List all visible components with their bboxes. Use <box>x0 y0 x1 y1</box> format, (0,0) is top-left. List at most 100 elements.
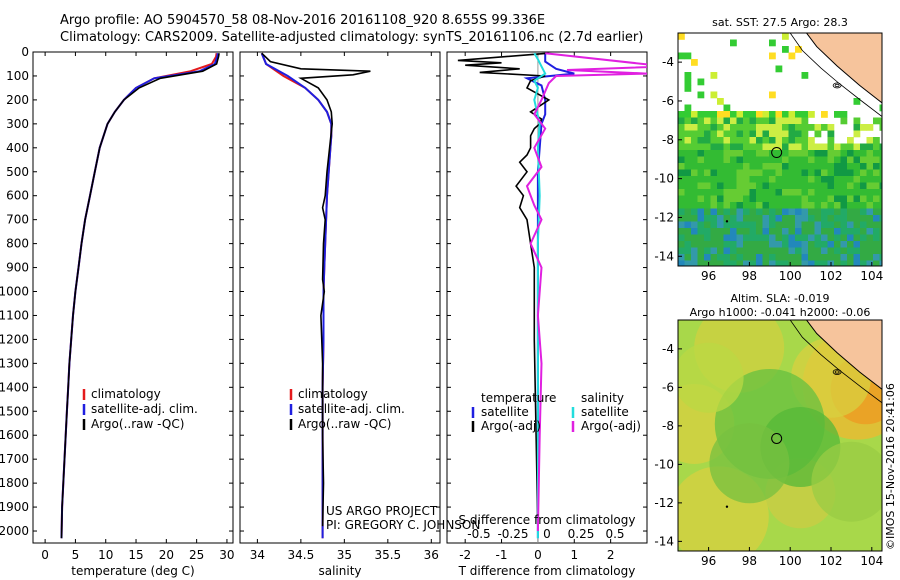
sst-cell <box>834 111 841 118</box>
sst-cell <box>847 228 854 235</box>
sst-cell <box>775 117 783 125</box>
sst-cell <box>782 208 789 216</box>
sst-cell <box>723 163 731 170</box>
sst-cell <box>730 260 737 266</box>
sst-cell <box>853 215 861 222</box>
sst-cell <box>736 124 744 131</box>
sst-cell <box>840 234 848 242</box>
x-tick-label: 5 <box>72 548 80 562</box>
sst-cell <box>691 234 698 242</box>
sst-cell <box>795 202 802 209</box>
bathymetry-contour <box>789 33 882 117</box>
sst-cell <box>710 241 718 248</box>
sst-cell <box>879 176 882 183</box>
sst-cell <box>730 39 737 47</box>
series-group <box>457 52 647 543</box>
sst-cell <box>795 208 802 216</box>
sst-cell <box>749 208 757 216</box>
sst-cell <box>788 156 796 164</box>
panel-frame <box>32 51 234 544</box>
sst-cell <box>684 85 692 92</box>
sst-cell <box>801 111 809 118</box>
sst-cell <box>743 111 750 118</box>
sst-cell <box>723 143 731 151</box>
sst-cell <box>775 202 783 209</box>
sst-cell <box>782 182 789 190</box>
sst-cell <box>756 137 763 144</box>
sst-cell <box>684 182 692 190</box>
map-frame <box>677 319 883 552</box>
sst-cell <box>808 208 815 216</box>
sst-cell <box>762 156 770 164</box>
sst-cell <box>834 202 841 209</box>
sst-cell <box>697 260 705 266</box>
sst-cell <box>769 208 776 216</box>
x-axis-label: temperature (deg C) <box>71 564 194 578</box>
sst-cell <box>762 176 770 183</box>
map-x-tick-label: 98 <box>742 554 757 568</box>
sst-cell <box>775 189 783 196</box>
sst-cell <box>853 156 861 164</box>
sst-cell <box>860 150 867 157</box>
legend-label: climatology <box>298 387 368 401</box>
sst-cell <box>840 156 848 164</box>
sst-cell <box>710 182 718 190</box>
sst-cell <box>678 234 685 242</box>
sst-cell <box>775 150 783 157</box>
project-label: US ARGO PROJECT <box>326 504 438 518</box>
sst-cell <box>756 124 763 131</box>
sst-cell <box>821 234 828 242</box>
sst-cell <box>762 228 770 235</box>
sst-cell <box>730 208 737 216</box>
sst-cell <box>801 117 809 125</box>
sst-cell <box>723 137 731 144</box>
sst-cell <box>782 137 789 144</box>
sst-cell <box>866 241 874 248</box>
x-tick-label: 36 <box>424 548 439 562</box>
sst-cell <box>834 208 841 216</box>
y-tick-label: 1300 <box>0 356 29 370</box>
sst-cell <box>710 189 718 196</box>
sst-cell <box>736 169 744 177</box>
sst-cell <box>697 254 705 261</box>
sst-cell <box>801 176 809 183</box>
sst-cell <box>840 150 848 157</box>
sst-cell <box>723 247 731 255</box>
sst-cell <box>866 163 874 170</box>
sst-cell <box>827 208 835 216</box>
sst-cell <box>697 137 705 144</box>
sst-cell <box>782 143 789 151</box>
sst-cell <box>808 182 815 190</box>
sst-cell <box>697 241 705 248</box>
sst-cell <box>860 254 867 261</box>
sst-cell <box>860 208 867 216</box>
sst-cell <box>704 130 711 138</box>
sst-cell <box>762 182 770 190</box>
sst-cell <box>795 117 802 125</box>
sst-cell <box>879 241 882 248</box>
sst-cell <box>704 260 711 266</box>
sst-cell <box>691 111 698 118</box>
sst-cell <box>788 208 796 216</box>
sst-cell <box>801 247 809 255</box>
sst-cell <box>769 156 776 164</box>
sst-cell <box>814 202 822 209</box>
sst-cell <box>730 176 737 183</box>
sst-cell <box>834 150 841 157</box>
sst-cell <box>756 143 763 151</box>
island-contour <box>832 82 842 89</box>
sst-cell <box>678 254 685 261</box>
sst-cell <box>873 156 880 164</box>
sst-cell <box>873 202 880 209</box>
sst-cell <box>743 221 750 229</box>
series-line-climatology <box>260 52 333 539</box>
sst-cell <box>678 241 685 248</box>
sst-cell <box>821 111 828 118</box>
sst-cell <box>723 241 731 248</box>
sst-cell <box>827 150 835 157</box>
sst-cell <box>840 169 848 177</box>
map-x-tick-label: 104 <box>860 554 883 568</box>
sst-cell <box>749 117 757 125</box>
sst-cell <box>873 150 880 157</box>
sst-cell <box>736 111 744 118</box>
